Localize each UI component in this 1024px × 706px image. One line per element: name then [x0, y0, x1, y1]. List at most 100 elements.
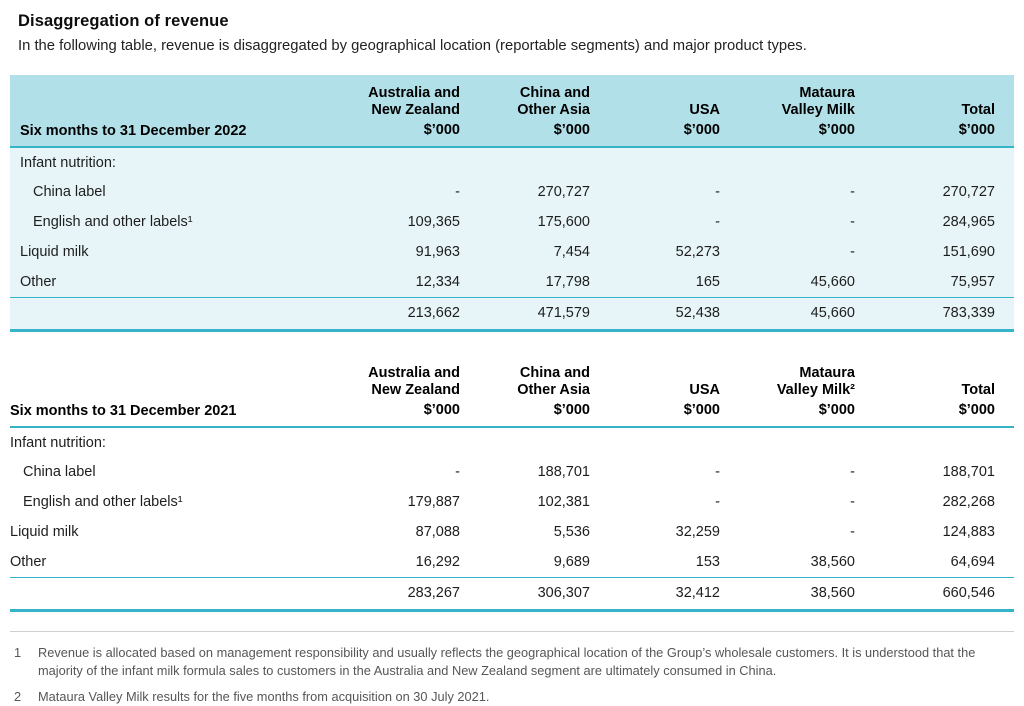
total-value: 52,438	[590, 296, 720, 332]
footnote-text: Mataura Valley Milk results for the five…	[38, 688, 490, 704]
cell-value: 179,887	[407, 494, 460, 511]
cell-value: -	[850, 244, 855, 261]
table-row: Liquid milk 87,088 5,536 32,259 - 124,883	[10, 517, 1014, 547]
table-body: Infant nutrition: China label - 270,727 - - 27…	[10, 147, 1014, 332]
cell-value: 38,560	[810, 553, 855, 570]
table-row: Liquid milk 91,963 7,454 52,273 - 151,690	[10, 237, 1014, 267]
cell-value: -	[715, 214, 720, 231]
total-row-label	[10, 296, 330, 332]
cell-value: 151,690	[942, 244, 995, 261]
table-row: Infant nutrition:	[10, 147, 1014, 177]
cell-value: 153	[695, 553, 720, 570]
cell-value: -	[455, 184, 460, 201]
cell-value	[330, 147, 460, 177]
table-row: China label - 270,727 - - 270,727	[10, 177, 1014, 207]
table-head: Six months to 31 December 2022 Australia …	[10, 75, 1014, 149]
table-row: Other 16,292 9,689 153 38,560 64,694	[10, 547, 1014, 577]
footnote-marker: 1	[14, 644, 22, 660]
column-header: Australia and New Zealand $’000	[330, 354, 460, 429]
table-row: Other 12,334 17,798 165 45,660 75,957	[10, 267, 1014, 297]
cell-value: 102,381	[537, 494, 590, 511]
cell-value: 16,292	[415, 553, 460, 570]
column-header: Australia and New Zealand $’000	[330, 75, 460, 149]
column-header: China and Other Asia $’000	[460, 75, 590, 149]
cell-value: 188,701	[537, 464, 590, 481]
total-value: 660,546	[855, 576, 1014, 612]
table-row: China label - 188,701 - - 188,701	[10, 457, 1014, 487]
column-unit: $’000	[423, 402, 460, 419]
total-value: 306,307	[460, 576, 590, 612]
column-name: USA	[689, 381, 720, 398]
column-unit: $’000	[818, 402, 855, 419]
total-value: 38,560	[720, 576, 855, 612]
footnote: 1 Revenue is allocated based on managemen…	[14, 644, 1014, 681]
column-header: Mataura Valley Milk $’000	[720, 75, 855, 149]
cell-value: -	[455, 464, 460, 481]
column-name: Australia and New Zealand	[368, 85, 460, 119]
footnotes: 1 Revenue is allocated based on managemen…	[10, 630, 1014, 706]
total-value: 783,339	[855, 296, 1014, 332]
cell-value: 7,454	[553, 244, 590, 261]
cell-value: 12,334	[415, 274, 460, 291]
column-unit: $’000	[553, 402, 590, 419]
table-head: Six months to 31 December 2021 Australia …	[10, 354, 1014, 429]
cell-value: -	[715, 184, 720, 201]
row-label: Liquid milk	[20, 244, 89, 261]
row-label: Other	[20, 274, 57, 291]
table-row: English and other labels¹ 109,365 175,600 -…	[10, 207, 1014, 237]
total-value: 45,660	[720, 296, 855, 332]
cell-value: 175,600	[537, 214, 590, 231]
column-name: China and Other Asia	[517, 364, 590, 398]
column-name: China and Other Asia	[517, 85, 590, 119]
table-row: Infant nutrition:	[10, 427, 1014, 457]
cell-value: 284,965	[942, 214, 995, 231]
cell-value: -	[715, 464, 720, 481]
cell-value: 52,273	[675, 244, 720, 261]
table-row: English and other labels¹ 179,887 102,381 -…	[10, 487, 1014, 517]
column-header: USA $’000	[590, 75, 720, 149]
page-title: Disaggregation of revenue	[18, 12, 229, 30]
total-value: 283,267	[330, 576, 460, 612]
table-header-row: Six months to 31 December 2021 Australia …	[10, 354, 1014, 429]
row-label: China label	[23, 464, 96, 481]
cell-value: 91,963	[415, 244, 460, 261]
column-unit: $’000	[423, 122, 460, 139]
cell-value	[590, 147, 720, 177]
cell-value: 270,727	[942, 184, 995, 201]
cell-value: -	[850, 464, 855, 481]
column-header: Mataura Valley Milk² $’000	[720, 354, 855, 429]
row-label: Infant nutrition:	[20, 154, 116, 171]
column-name: USA	[689, 102, 720, 119]
cell-value: 75,957	[950, 274, 995, 291]
cell-value	[855, 147, 1014, 177]
column-header: China and Other Asia $’000	[460, 354, 590, 429]
column-name: Australia and New Zealand	[368, 364, 460, 398]
cell-value	[460, 427, 590, 457]
cell-value: 32,259	[675, 524, 720, 541]
cell-value: 165	[695, 274, 720, 291]
cell-value: -	[850, 524, 855, 541]
column-header: Total $’000	[855, 354, 1014, 429]
total-value: 471,579	[460, 296, 590, 332]
cell-value: -	[850, 214, 855, 231]
cell-value: 9,689	[553, 553, 590, 570]
column-unit: $’000	[553, 122, 590, 139]
cell-value: 124,883	[942, 524, 995, 541]
total-row-label	[10, 576, 330, 612]
row-label: English and other labels¹	[33, 214, 193, 231]
cell-value: 188,701	[942, 464, 995, 481]
cell-value	[590, 427, 720, 457]
footnote: 2 Mataura Valley Milk results for the fiv…	[14, 688, 1014, 706]
row-label: Liquid milk	[10, 524, 79, 541]
column-unit: $’000	[683, 122, 720, 139]
cell-value: 45,660	[810, 274, 855, 291]
footnote-marker: 2	[14, 688, 22, 704]
cell-value: 270,727	[537, 184, 590, 201]
revenue-table-2022: Six months to 31 December 2022 Australia …	[10, 75, 1014, 332]
column-unit: $’000	[818, 122, 855, 139]
revenue-tables: Six months to 31 December 2022 Australia …	[10, 75, 1014, 612]
period-label: Six months to 31 December 2022	[10, 75, 330, 149]
cell-value	[330, 427, 460, 457]
column-name: Mataura Valley Milk	[781, 85, 855, 119]
